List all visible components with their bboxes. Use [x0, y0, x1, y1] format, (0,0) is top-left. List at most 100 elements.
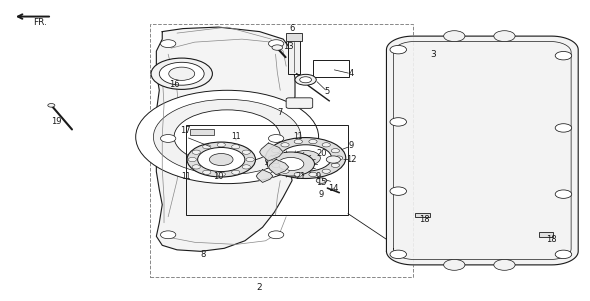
- Text: 2: 2: [257, 283, 263, 292]
- Bar: [313, 60, 349, 77]
- Circle shape: [192, 150, 201, 154]
- Text: 19: 19: [51, 117, 61, 126]
- Text: 18: 18: [546, 235, 557, 244]
- Circle shape: [174, 110, 280, 164]
- Circle shape: [494, 31, 515, 42]
- Circle shape: [390, 118, 407, 126]
- Circle shape: [242, 165, 250, 169]
- Circle shape: [390, 45, 407, 54]
- Circle shape: [198, 147, 245, 172]
- Polygon shape: [386, 36, 578, 265]
- Circle shape: [192, 165, 201, 169]
- Circle shape: [444, 259, 465, 270]
- Text: 3: 3: [431, 50, 437, 59]
- Circle shape: [217, 143, 225, 147]
- Circle shape: [153, 99, 301, 175]
- Circle shape: [278, 157, 304, 171]
- Text: 9: 9: [349, 141, 353, 150]
- Text: 12: 12: [346, 155, 356, 164]
- Text: 8: 8: [201, 250, 206, 259]
- Circle shape: [159, 62, 204, 85]
- Circle shape: [291, 150, 320, 166]
- Text: 18: 18: [419, 215, 430, 224]
- Polygon shape: [260, 143, 283, 161]
- Circle shape: [294, 172, 303, 177]
- Circle shape: [272, 45, 283, 50]
- Circle shape: [300, 77, 312, 83]
- Circle shape: [390, 187, 407, 195]
- Circle shape: [266, 138, 346, 178]
- Circle shape: [217, 172, 225, 176]
- Circle shape: [294, 139, 303, 144]
- Bar: [539, 232, 553, 237]
- Circle shape: [390, 250, 407, 259]
- Circle shape: [160, 231, 176, 239]
- Bar: [286, 33, 302, 41]
- Text: 11: 11: [231, 132, 241, 141]
- Circle shape: [444, 31, 465, 42]
- Circle shape: [242, 150, 250, 154]
- Polygon shape: [256, 170, 273, 182]
- Circle shape: [246, 157, 254, 162]
- Text: 11: 11: [181, 172, 191, 181]
- Circle shape: [281, 169, 289, 173]
- Text: 9: 9: [316, 172, 321, 181]
- Bar: [415, 213, 430, 217]
- Bar: [150, 24, 413, 277]
- Circle shape: [151, 58, 212, 89]
- Text: 5: 5: [325, 87, 330, 96]
- Circle shape: [160, 40, 176, 48]
- Circle shape: [187, 142, 255, 177]
- Circle shape: [203, 145, 211, 149]
- Text: 15: 15: [316, 178, 327, 187]
- Circle shape: [309, 172, 317, 177]
- Bar: [186, 125, 348, 215]
- Text: 17: 17: [181, 126, 191, 135]
- Text: 9: 9: [319, 190, 324, 199]
- Circle shape: [231, 145, 240, 149]
- Polygon shape: [156, 27, 295, 251]
- Text: 21: 21: [296, 172, 306, 181]
- Circle shape: [309, 139, 317, 144]
- Circle shape: [268, 40, 284, 48]
- Circle shape: [188, 157, 196, 162]
- Circle shape: [268, 135, 284, 142]
- Text: 16: 16: [169, 80, 179, 89]
- Circle shape: [272, 163, 280, 167]
- Circle shape: [331, 163, 339, 167]
- Circle shape: [316, 178, 327, 183]
- Circle shape: [295, 74, 316, 85]
- Circle shape: [268, 156, 277, 160]
- Circle shape: [268, 231, 284, 239]
- Circle shape: [322, 143, 330, 147]
- Circle shape: [203, 170, 211, 174]
- Circle shape: [136, 90, 319, 184]
- Text: FR.: FR.: [33, 18, 47, 27]
- Text: 14: 14: [328, 184, 339, 193]
- Circle shape: [48, 104, 55, 107]
- Text: 13: 13: [283, 42, 293, 51]
- Circle shape: [272, 149, 280, 153]
- Circle shape: [209, 154, 233, 166]
- Circle shape: [555, 250, 572, 259]
- Text: 6: 6: [289, 24, 295, 33]
- Circle shape: [555, 51, 572, 60]
- Text: 10: 10: [213, 172, 224, 181]
- Circle shape: [494, 259, 515, 270]
- Text: 4: 4: [349, 69, 353, 78]
- Circle shape: [281, 143, 289, 147]
- Text: 7: 7: [277, 108, 283, 117]
- Circle shape: [335, 156, 343, 160]
- Circle shape: [267, 152, 314, 176]
- Circle shape: [331, 149, 339, 153]
- Circle shape: [231, 170, 240, 174]
- FancyBboxPatch shape: [286, 98, 313, 108]
- Circle shape: [280, 145, 332, 171]
- Bar: [190, 129, 214, 135]
- Circle shape: [160, 135, 176, 142]
- Bar: [288, 35, 300, 74]
- Circle shape: [555, 190, 572, 198]
- Circle shape: [326, 156, 340, 163]
- Circle shape: [322, 169, 330, 173]
- Circle shape: [169, 67, 195, 80]
